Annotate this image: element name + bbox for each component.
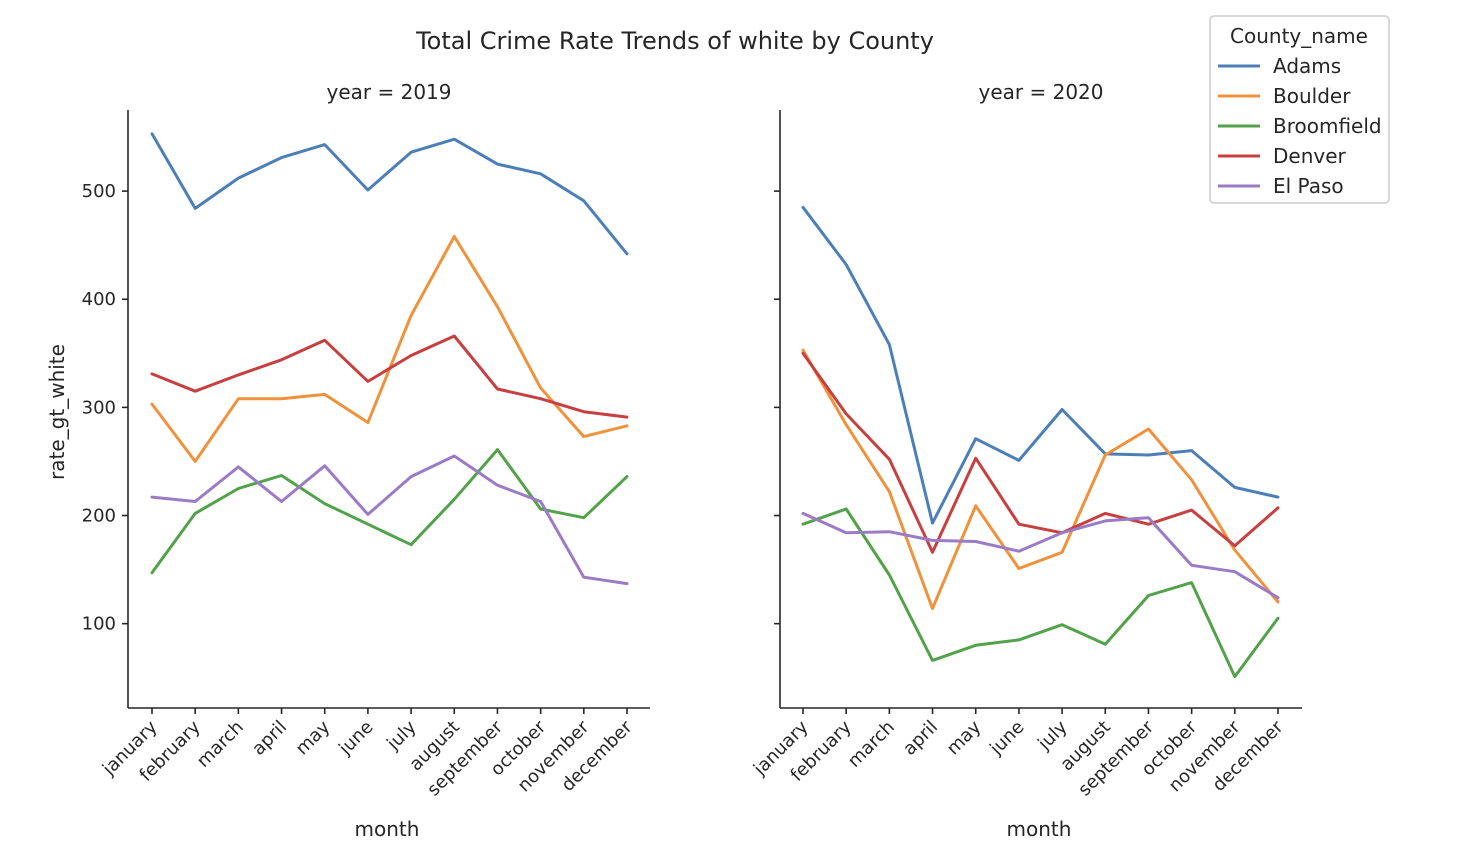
y-tick-label: 200: [82, 506, 116, 527]
series-line-broomfield: [801, 507, 1280, 679]
x-tick-label: july: [382, 716, 420, 754]
legend-item-boulder: Boulder: [1218, 84, 1351, 108]
y-tick-label: 500: [82, 181, 116, 202]
x-axis-label: month: [355, 817, 420, 841]
series-line-broomfield: [150, 448, 629, 575]
legend-label: Adams: [1273, 54, 1341, 78]
legend-item-broomfield: Broomfield: [1218, 114, 1382, 138]
series-line-denver: [801, 351, 1280, 554]
legend-title: County_name: [1230, 24, 1368, 48]
series-line-el-paso: [801, 511, 1280, 600]
legend-item-el-paso: El Paso: [1218, 174, 1344, 198]
panel-1: year = 2019100200300400500januaryfebruar…: [82, 80, 650, 841]
x-tick-label: march: [193, 717, 248, 772]
x-tick-label: june: [334, 717, 377, 760]
legend-item-denver: Denver: [1218, 144, 1347, 168]
legend: County_name Adams Boulder Broomfield Denver E…: [1209, 15, 1390, 204]
legend-label: Denver: [1273, 144, 1347, 168]
series-line-adams: [801, 205, 1280, 525]
panels: year = 2019100200300400500januaryfebruar…: [82, 80, 1302, 841]
x-tick-label: july: [1033, 716, 1071, 754]
x-tick-label: april: [899, 717, 942, 760]
y-tick-label: 400: [82, 289, 116, 310]
panel-title: year = 2019: [327, 80, 452, 104]
x-tick-label: may: [292, 716, 335, 759]
legend-label: Broomfield: [1273, 114, 1382, 138]
series-line-adams: [150, 132, 629, 256]
panel-title: year = 2020: [979, 80, 1104, 104]
chart-title: Total Crime Rate Trends of white by Coun…: [415, 27, 934, 55]
x-tick-label: may: [943, 716, 986, 759]
x-tick-label: june: [985, 717, 1028, 760]
series-line-boulder: [150, 235, 629, 463]
x-axis-label: month: [1007, 817, 1072, 841]
series-line-boulder: [801, 348, 1280, 610]
x-tick-label: april: [248, 717, 291, 760]
series-line-denver: [150, 334, 629, 419]
x-tick-label: march: [844, 717, 899, 772]
y-tick-label: 300: [82, 397, 116, 418]
y-axis-label: rate_gt_white: [45, 344, 69, 480]
legend-label: Boulder: [1273, 84, 1351, 108]
series-line-el-paso: [150, 454, 629, 586]
legend-item-adams: Adams: [1218, 54, 1341, 78]
y-tick-label: 100: [82, 614, 116, 635]
legend-label: El Paso: [1273, 174, 1344, 198]
